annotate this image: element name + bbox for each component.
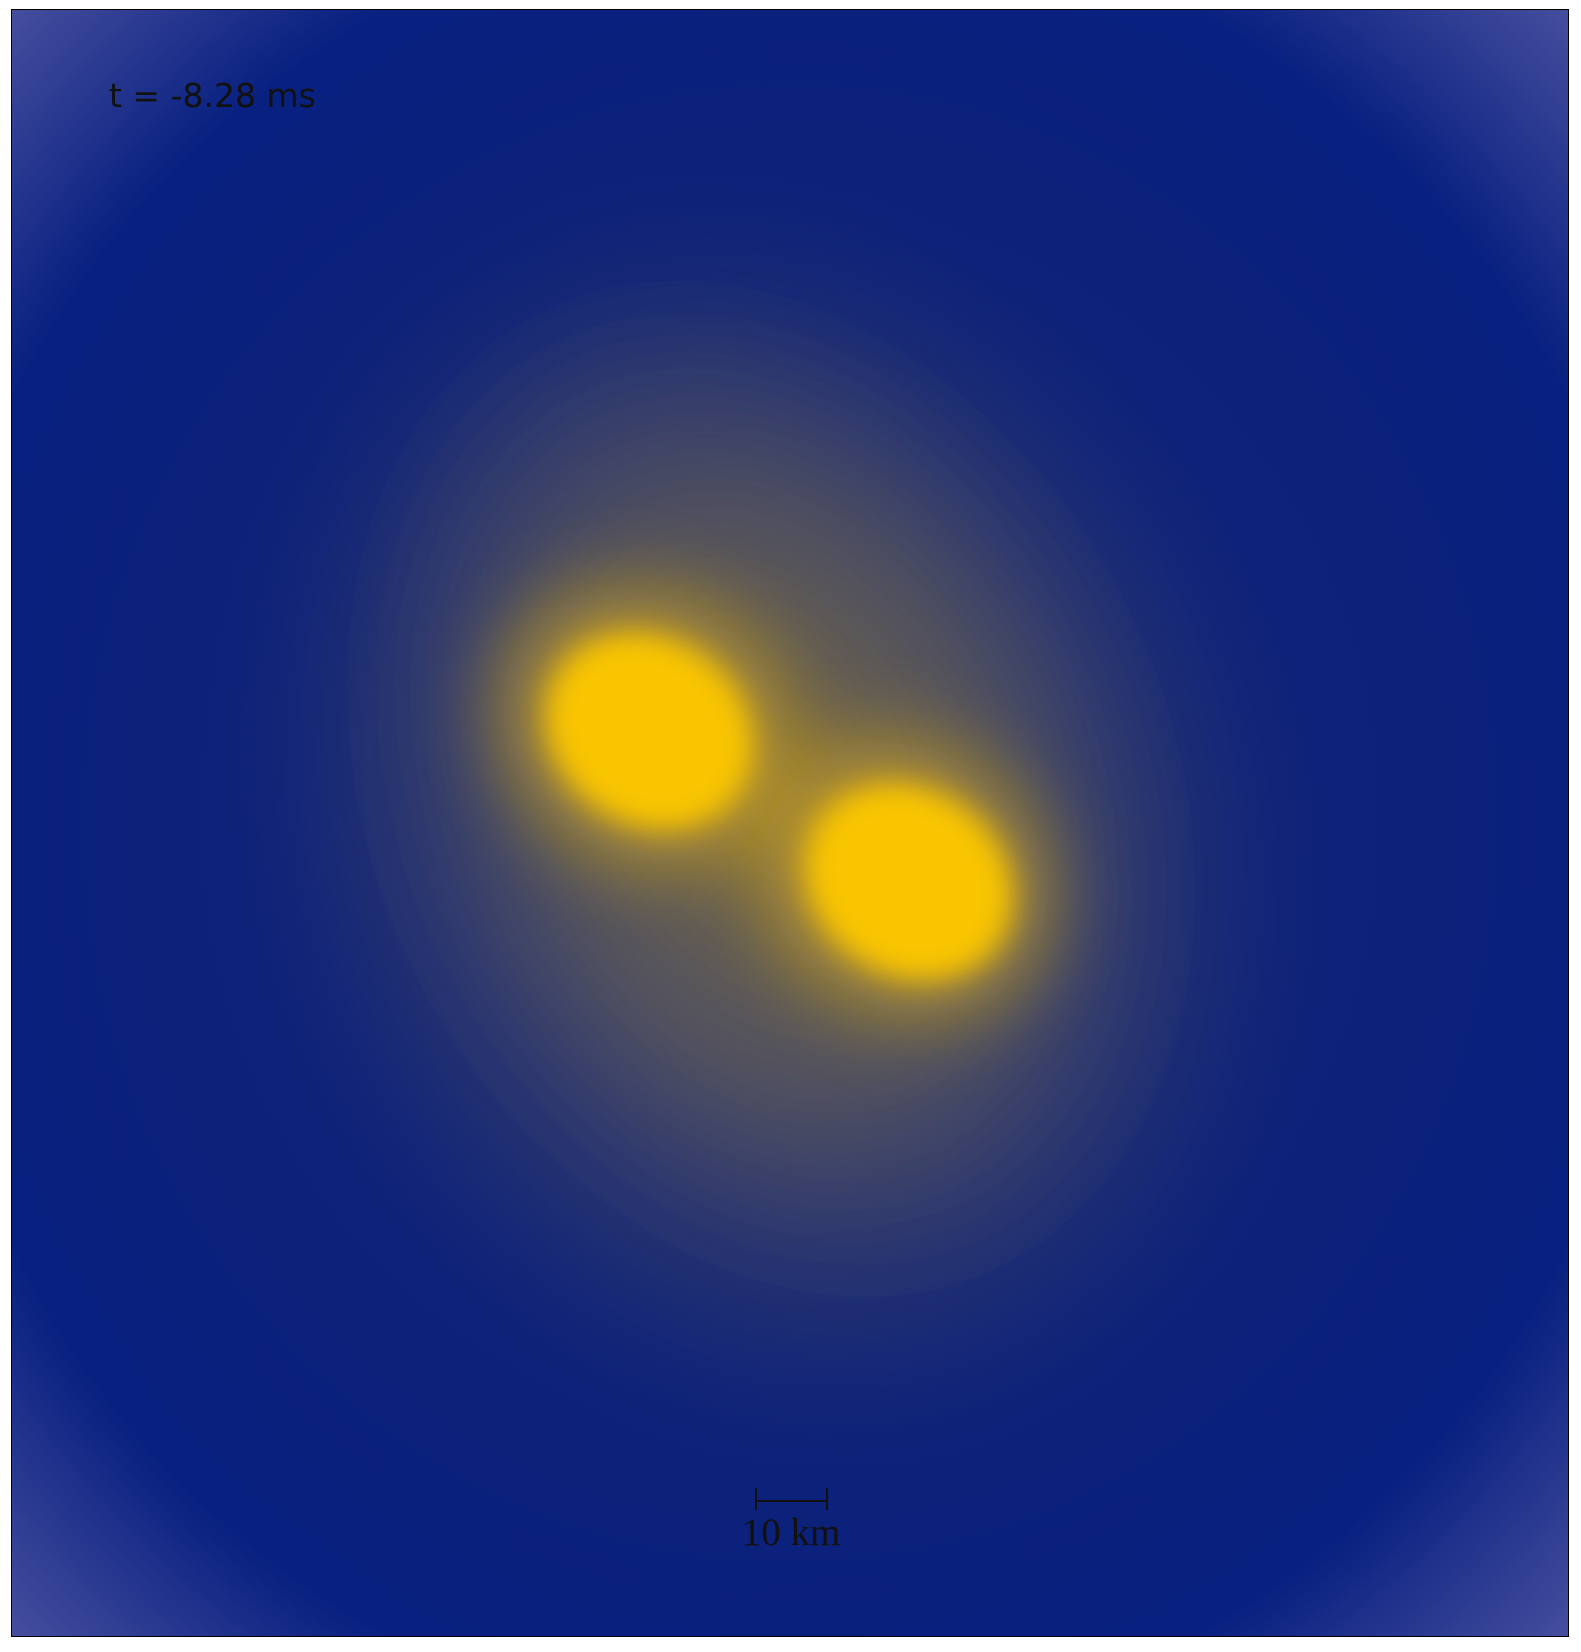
star-left-core xyxy=(546,633,753,829)
scale-bar-left-tick xyxy=(755,1488,757,1510)
density-field-image xyxy=(12,10,1568,1636)
scale-bar-label: 10 km xyxy=(741,1511,841,1554)
star-right-core xyxy=(805,784,1012,980)
density-field-panel: t = -8.28 ms xyxy=(11,9,1569,1637)
time-label: t = -8.28 ms xyxy=(109,76,316,115)
scale-bar: 10 km xyxy=(741,1488,861,1568)
scale-bar-right-tick xyxy=(826,1488,828,1510)
scale-bar-line xyxy=(755,1500,827,1502)
